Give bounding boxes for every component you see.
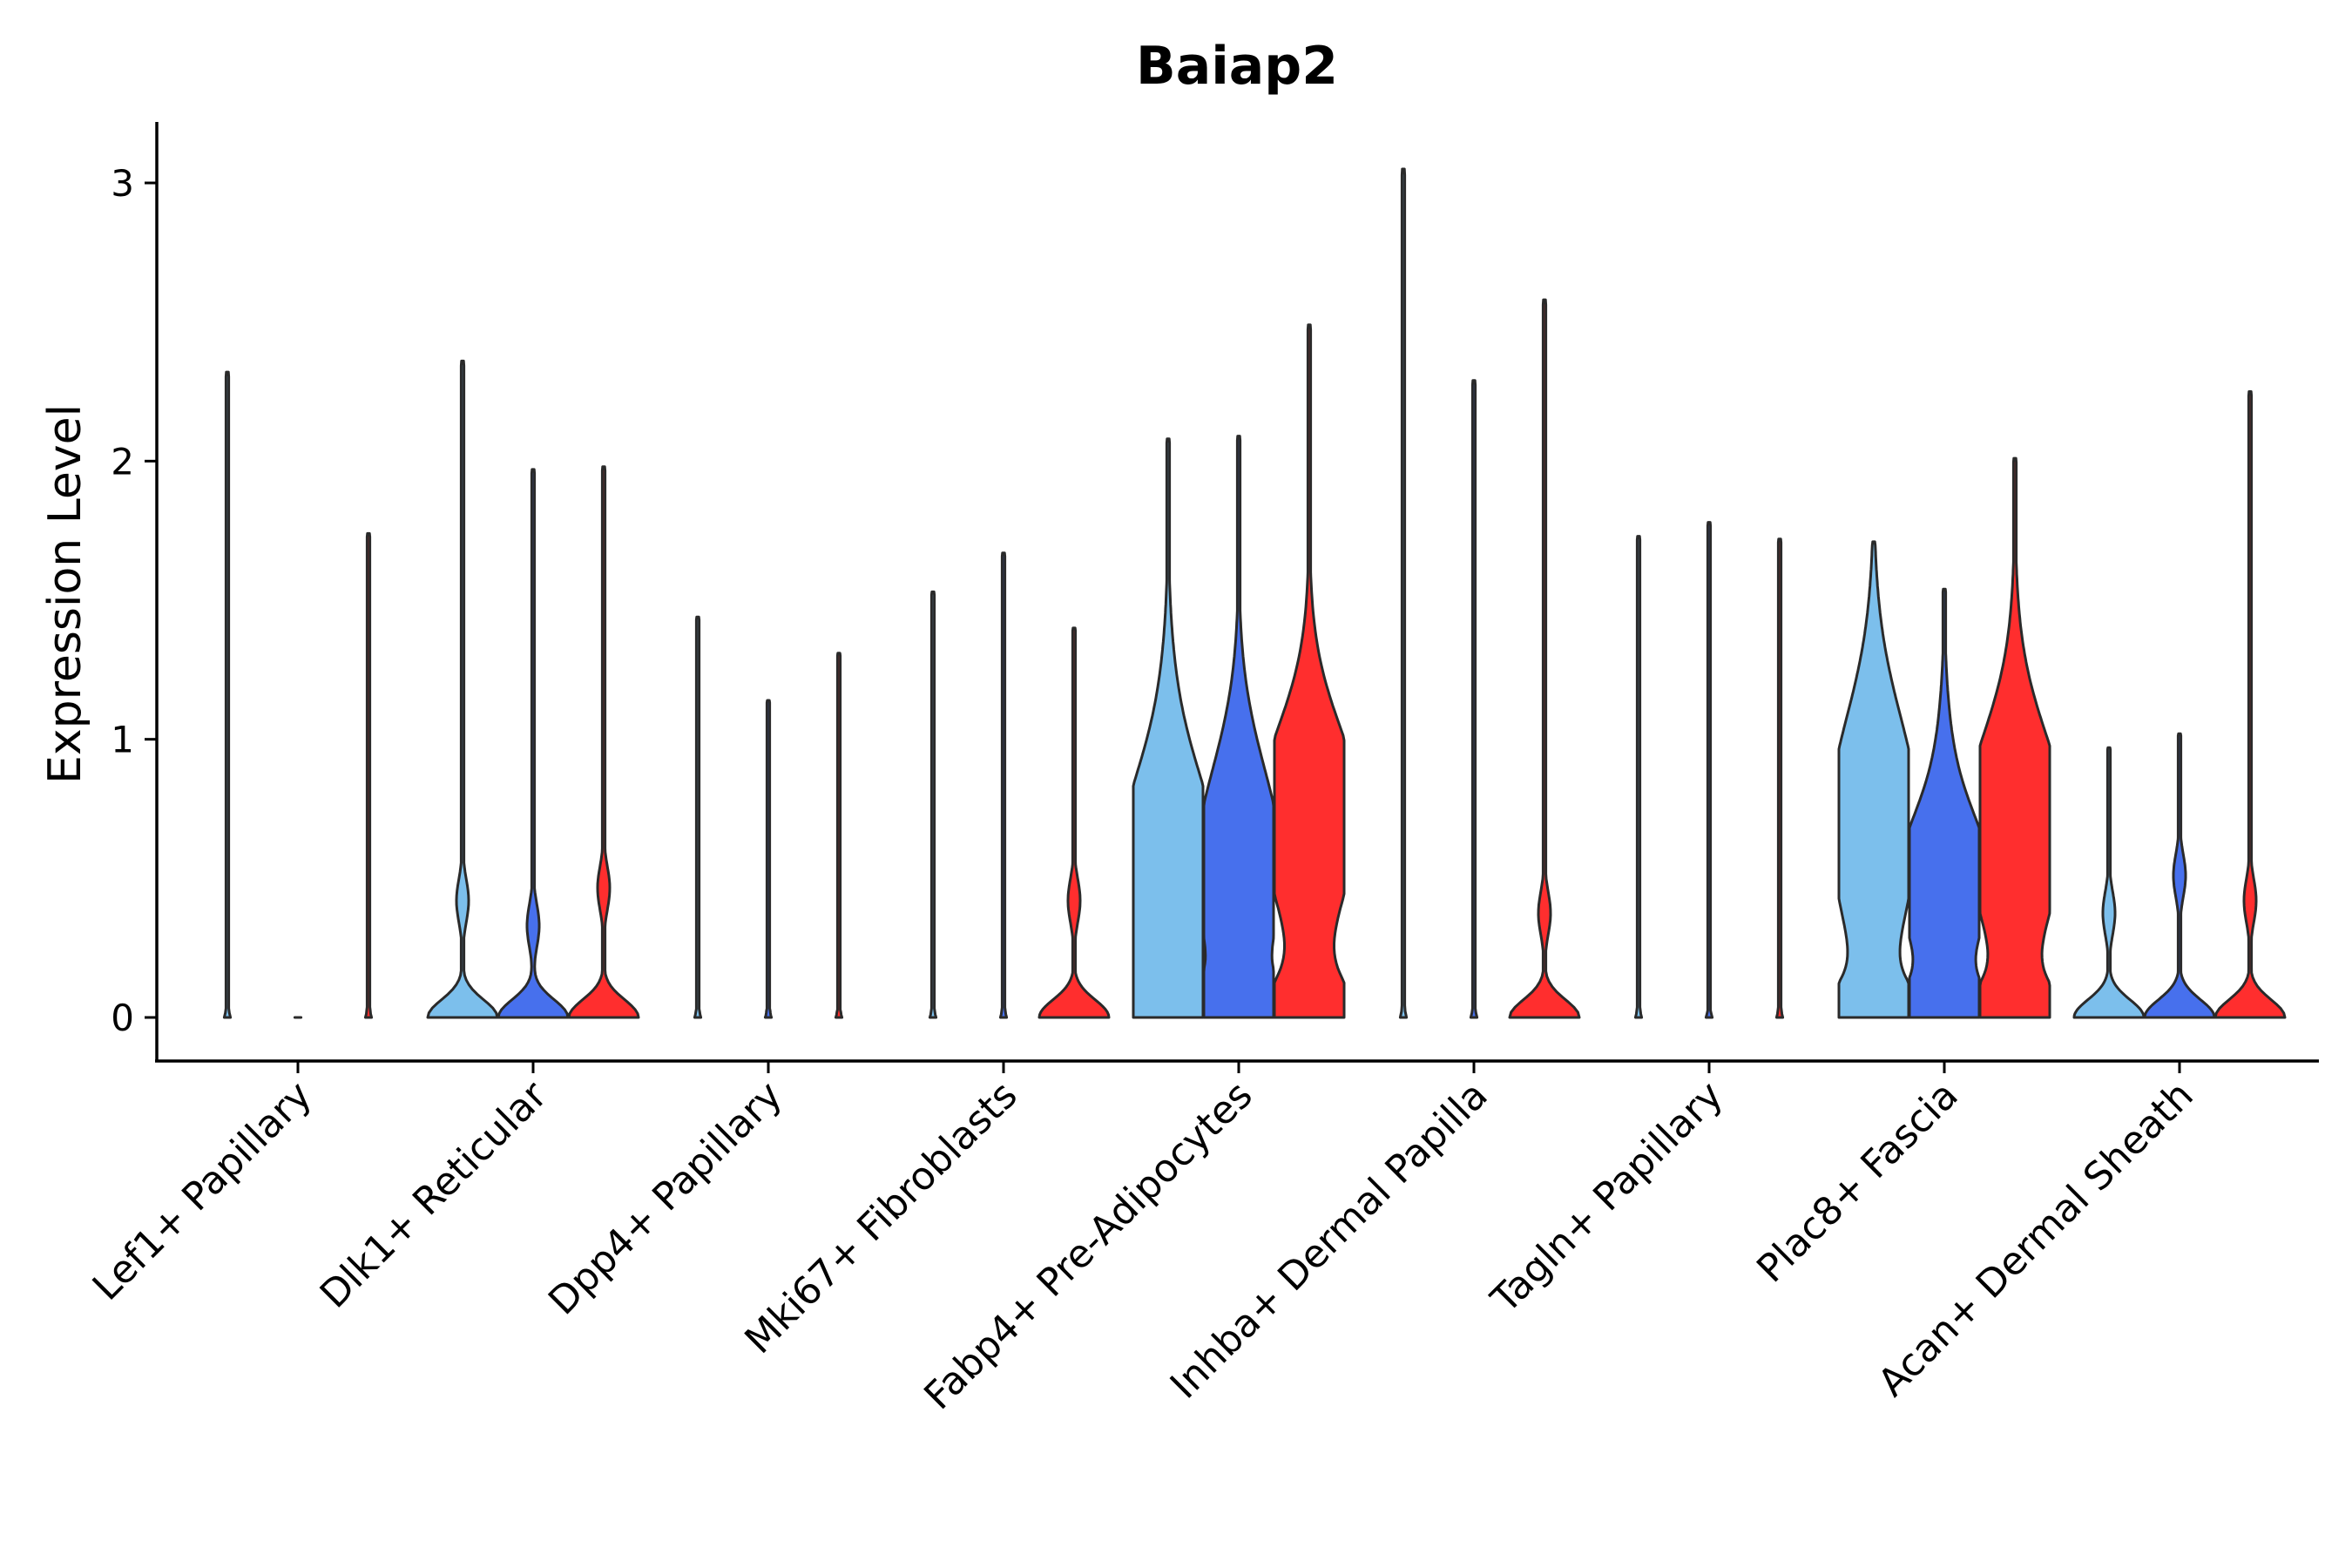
violin-group-1 <box>928 590 938 1019</box>
violin-group-1 <box>222 370 233 1019</box>
violin-group-2 <box>1469 379 1479 1019</box>
violin-group-3 <box>363 531 374 1019</box>
violin-group-1 <box>1398 167 1409 1019</box>
y-tick-label: 2 <box>111 440 134 483</box>
violin-group-3 <box>1508 298 1581 1019</box>
violins <box>222 167 2287 1019</box>
y-tick-label: 1 <box>111 719 134 761</box>
violin-group-3 <box>1273 323 1346 1019</box>
violin-group-3 <box>834 652 844 1019</box>
y-axis-ticks: 0 1 2 3 <box>111 162 157 1039</box>
violin-group-2 <box>2143 732 2216 1019</box>
violin-group-3 <box>2213 390 2287 1019</box>
violin-group-2 <box>763 699 774 1019</box>
violin-group-2 <box>497 468 570 1019</box>
violin-group-2 <box>1704 521 1714 1019</box>
violin-group-1 <box>693 615 703 1019</box>
y-tick-label: 3 <box>111 162 134 205</box>
chart-title: Baiap2 <box>1136 36 1338 97</box>
y-tick-label: 0 <box>111 997 134 1039</box>
violin-group-2 <box>998 551 1009 1019</box>
violin-group-1 <box>1633 535 1644 1019</box>
y-axis-label: Expression Level <box>39 404 91 784</box>
violin-group-3 <box>1978 456 2051 1019</box>
violin-group-1 <box>2072 746 2146 1019</box>
violin-group-3 <box>567 465 640 1019</box>
violin-group-3 <box>1037 626 1111 1019</box>
violin-group-1 <box>426 359 499 1019</box>
violin-group-3 <box>1774 537 1785 1019</box>
